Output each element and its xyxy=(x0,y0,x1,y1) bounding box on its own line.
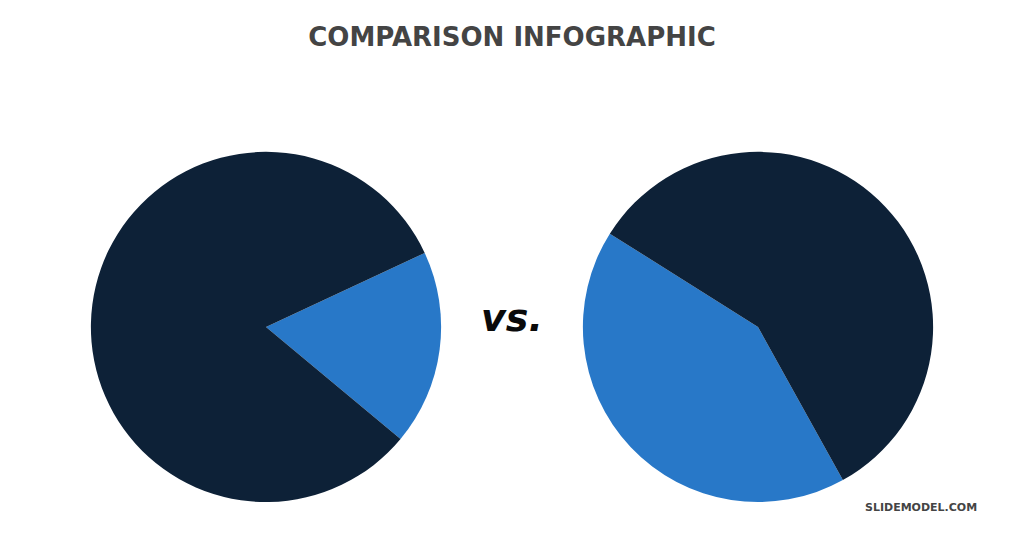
svg-text:vs.: vs. xyxy=(481,296,543,340)
svg-text:SLIDEMODEL.COM: SLIDEMODEL.COM xyxy=(865,501,977,514)
svg-text:COMPARISON INFOGRAPHIC: COMPARISON INFOGRAPHIC xyxy=(308,22,716,52)
